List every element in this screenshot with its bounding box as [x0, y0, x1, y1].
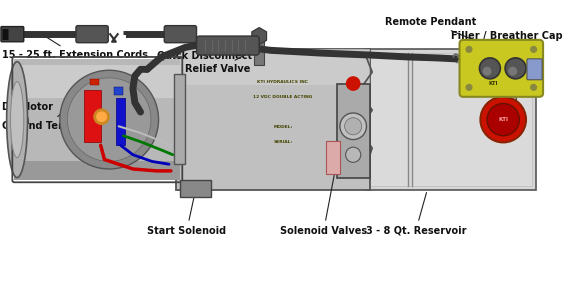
Bar — [90, 79, 99, 86]
Text: Ground Terminal: Ground Terminal — [2, 87, 93, 131]
Circle shape — [509, 68, 517, 75]
Text: KTI HYDRAULICS INC: KTI HYDRAULICS INC — [258, 80, 309, 84]
Bar — [174, 74, 185, 164]
Circle shape — [505, 58, 526, 79]
FancyBboxPatch shape — [459, 40, 543, 97]
Circle shape — [531, 46, 536, 52]
Ellipse shape — [6, 62, 27, 178]
Circle shape — [466, 85, 472, 90]
Bar — [365, 50, 536, 190]
Bar — [370, 53, 532, 186]
FancyBboxPatch shape — [527, 59, 542, 80]
Circle shape — [531, 85, 536, 90]
Text: Solenoid Valves: Solenoid Valves — [280, 148, 367, 236]
Circle shape — [466, 46, 472, 52]
Text: Relief Valve: Relief Valve — [185, 49, 257, 74]
Text: MODEL:: MODEL: — [273, 125, 292, 129]
Bar — [114, 87, 124, 95]
Text: Start Solenoid: Start Solenoid — [147, 193, 226, 236]
Circle shape — [480, 97, 526, 142]
Circle shape — [480, 58, 501, 79]
Circle shape — [346, 77, 360, 90]
Text: 12 VDC DOUBLE ACTING: 12 VDC DOUBLE ACTING — [253, 95, 313, 99]
Bar — [116, 98, 125, 145]
Circle shape — [487, 103, 519, 136]
FancyBboxPatch shape — [76, 26, 108, 43]
FancyBboxPatch shape — [1, 27, 24, 42]
Circle shape — [94, 109, 109, 124]
Text: 15 - 25 ft. Extension Cords: 15 - 25 ft. Extension Cords — [2, 36, 148, 60]
Circle shape — [345, 118, 362, 135]
Text: KTI: KTI — [498, 117, 508, 122]
Text: DC Motor: DC Motor — [2, 102, 53, 124]
Text: SERIAL:: SERIAL: — [273, 140, 292, 144]
Circle shape — [483, 68, 491, 75]
Bar — [14, 161, 180, 180]
Circle shape — [340, 113, 367, 140]
Bar — [176, 50, 370, 86]
FancyBboxPatch shape — [197, 36, 259, 55]
Bar — [235, 71, 331, 171]
Circle shape — [67, 78, 151, 161]
FancyBboxPatch shape — [164, 26, 197, 43]
Bar — [14, 64, 180, 98]
Text: 3 - 8 Qt. Reservoir: 3 - 8 Qt. Reservoir — [365, 193, 466, 236]
Text: KTI: KTI — [489, 81, 498, 86]
Bar — [14, 59, 180, 180]
Text: Filler / Breather Cap: Filler / Breather Cap — [451, 31, 563, 104]
Circle shape — [346, 147, 361, 162]
Bar — [180, 180, 211, 197]
Ellipse shape — [10, 82, 24, 158]
Bar — [255, 38, 264, 64]
Bar — [176, 50, 370, 190]
Circle shape — [97, 112, 106, 122]
Text: Remote Pendant: Remote Pendant — [385, 17, 480, 43]
Circle shape — [60, 70, 158, 169]
Bar — [84, 90, 101, 142]
Text: Quick Disconnect: Quick Disconnect — [157, 40, 252, 60]
Bar — [325, 140, 340, 174]
Bar — [337, 83, 370, 178]
